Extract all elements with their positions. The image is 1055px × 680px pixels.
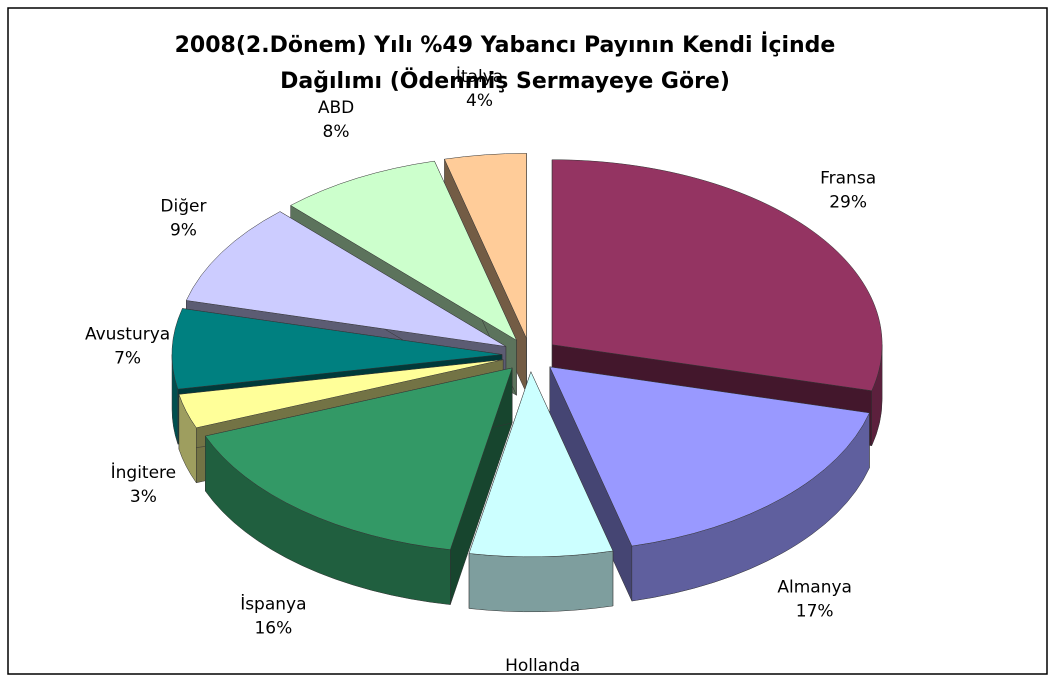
- slice-top: [551, 159, 883, 391]
- value-label: 9%: [170, 220, 197, 240]
- slice: [468, 371, 614, 613]
- value-label: 17%: [796, 602, 834, 622]
- category-label: İtalya: [456, 66, 503, 87]
- category-label: Almanya: [777, 578, 852, 598]
- slice-top: [185, 211, 507, 347]
- category-label: Diğer: [160, 196, 206, 216]
- category-label: İngitere: [111, 462, 177, 483]
- slice-top: [290, 160, 518, 341]
- slice-top: [549, 366, 870, 547]
- slice-top: [178, 359, 504, 429]
- category-label: ABD: [318, 98, 354, 118]
- slice-top: [468, 371, 614, 558]
- chart-title: 2008(2.Dönem) Yılı %49 Yabancı Payının K…: [175, 32, 836, 58]
- slice: [204, 367, 513, 605]
- slice-wall: [468, 550, 614, 613]
- value-label: 8%: [323, 122, 350, 142]
- labels: Fransa 29% Almanya 17% Hollanda 7% İspanya 16% İ…: [85, 66, 876, 676]
- category-label: Avusturya: [85, 325, 170, 345]
- slice-top: [171, 308, 503, 390]
- slice-top: [204, 367, 513, 550]
- category-label: Fransa: [820, 169, 876, 189]
- slice: [549, 366, 870, 602]
- chart-title: Dağılımı (Ödenmiş Sermayeye Göre): [280, 68, 730, 94]
- value-label: 16%: [254, 619, 292, 639]
- value-label: 3%: [130, 487, 157, 507]
- category-label: İspanya: [240, 594, 306, 615]
- value-label: 4%: [466, 91, 493, 111]
- pie: [171, 153, 883, 613]
- slice-top: [444, 153, 527, 339]
- category-label: Hollanda: [505, 656, 580, 676]
- value-label: 7%: [114, 349, 141, 369]
- value-label: 29%: [829, 193, 867, 213]
